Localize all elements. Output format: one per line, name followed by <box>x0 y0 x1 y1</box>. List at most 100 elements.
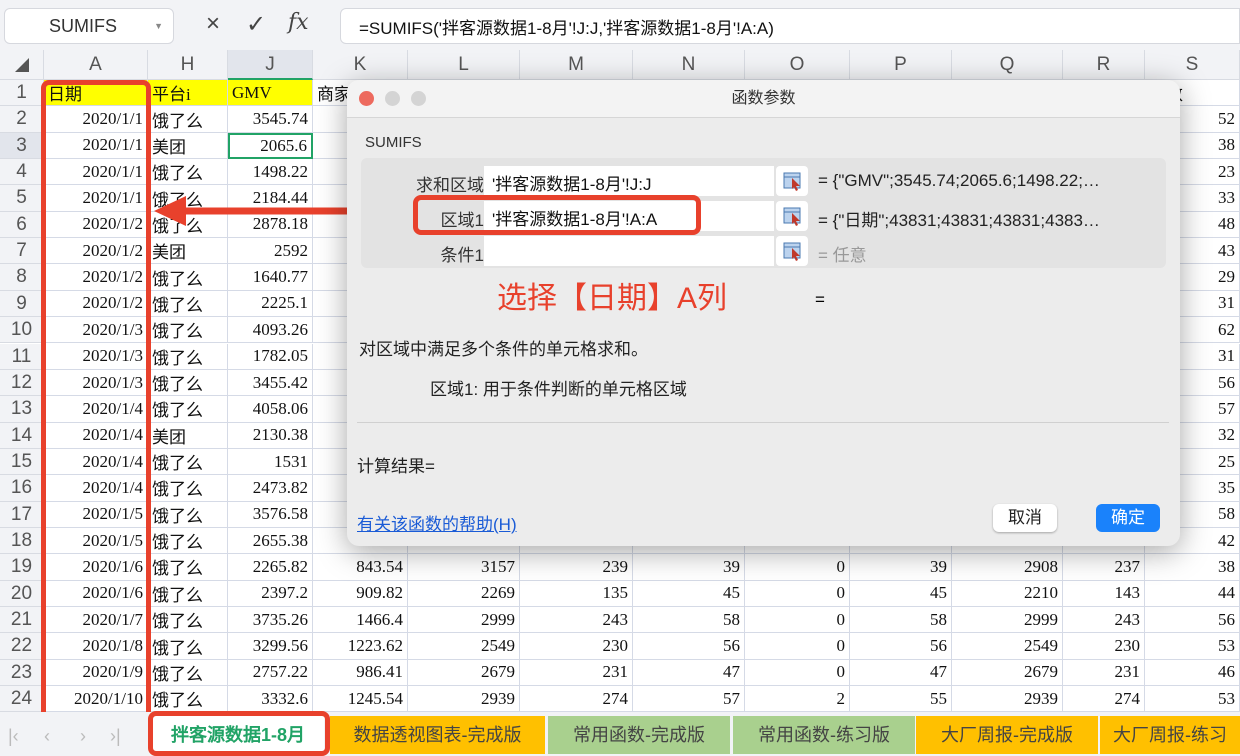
cell-K24[interactable]: 1245.54 <box>313 686 408 713</box>
cell-R20[interactable]: 143 <box>1063 580 1145 607</box>
cell-P22[interactable]: 56 <box>850 633 952 660</box>
cell-N20[interactable]: 45 <box>633 580 745 607</box>
cell-L19[interactable]: 3157 <box>408 554 520 581</box>
column-header-R[interactable]: R <box>1063 50 1145 80</box>
next-sheet-icon[interactable]: › <box>80 726 86 746</box>
cell-L24[interactable]: 2939 <box>408 686 520 713</box>
cell-J15[interactable]: 1531 <box>228 448 313 476</box>
cell-H12[interactable]: 饿了么 <box>148 369 228 397</box>
cell-K22[interactable]: 1223.62 <box>313 633 408 660</box>
sheet-tab[interactable]: 常用函数-练习版 <box>733 716 915 754</box>
cell-H2[interactable]: 饿了么 <box>148 106 228 133</box>
sheet-tab[interactable]: 大厂周报-练习 <box>1100 716 1240 754</box>
cell-J23[interactable]: 2757.22 <box>228 659 313 687</box>
cell-H9[interactable]: 饿了么 <box>148 290 228 318</box>
zoom-button[interactable] <box>411 91 426 106</box>
row-header-12[interactable]: 12 <box>0 369 44 397</box>
range-picker-icon[interactable] <box>776 201 808 231</box>
column-header-N[interactable]: N <box>633 50 745 80</box>
cell-Q21[interactable]: 2999 <box>952 607 1063 634</box>
cell-H20[interactable]: 饿了么 <box>148 580 228 607</box>
select-all-button[interactable] <box>0 50 44 80</box>
row-header-9[interactable]: 9 <box>0 290 44 318</box>
row-header-5[interactable]: 5 <box>0 185 44 212</box>
cell-J17[interactable]: 3576.58 <box>228 501 313 528</box>
cell-H13[interactable]: 饿了么 <box>148 396 228 423</box>
cell-L22[interactable]: 2549 <box>408 633 520 660</box>
cell-S20[interactable]: 44 <box>1145 580 1240 607</box>
cell-R19[interactable]: 237 <box>1063 554 1145 581</box>
chevron-down-icon[interactable]: ▼ <box>154 21 163 31</box>
cell-Q19[interactable]: 2908 <box>952 554 1063 581</box>
row-header-11[interactable]: 11 <box>0 343 44 370</box>
sheet-tab[interactable]: 拌客源数据1-8月 <box>152 716 324 754</box>
column-header-O[interactable]: O <box>745 50 850 80</box>
argument-input[interactable] <box>484 236 774 266</box>
cell-J8[interactable]: 1640.77 <box>228 264 313 291</box>
cell-J13[interactable]: 4058.06 <box>228 396 313 423</box>
cell-J7[interactable]: 2592 <box>228 238 313 265</box>
cell-S24[interactable]: 53 <box>1145 686 1240 713</box>
row-header-19[interactable]: 19 <box>0 554 44 581</box>
cell-H7[interactable]: 美团 <box>148 238 228 265</box>
cell-H10[interactable]: 饿了么 <box>148 317 228 344</box>
cell-O23[interactable]: 0 <box>745 659 850 687</box>
cell-L21[interactable]: 2999 <box>408 607 520 634</box>
cell-J2[interactable]: 3545.74 <box>228 106 313 133</box>
prev-sheet-icon[interactable]: ‹ <box>44 726 50 746</box>
cell-M20[interactable]: 135 <box>520 580 633 607</box>
row-header-16[interactable]: 16 <box>0 475 44 502</box>
cell-H4[interactable]: 饿了么 <box>148 159 228 186</box>
column-header-H[interactable]: H <box>148 50 228 80</box>
cell-L23[interactable]: 2679 <box>408 659 520 687</box>
row-header-23[interactable]: 23 <box>0 659 44 687</box>
cell-R24[interactable]: 274 <box>1063 686 1145 713</box>
cell-J6[interactable]: 2878.18 <box>228 211 313 239</box>
cell-H19[interactable]: 饿了么 <box>148 554 228 581</box>
first-sheet-icon[interactable]: |‹ <box>8 726 19 746</box>
cell-S22[interactable]: 53 <box>1145 633 1240 660</box>
cell-P23[interactable]: 47 <box>850 659 952 687</box>
cancel-button[interactable]: 取消 <box>993 504 1057 532</box>
cell-J11[interactable]: 1782.05 <box>228 343 313 370</box>
cell-M22[interactable]: 230 <box>520 633 633 660</box>
row-header-14[interactable]: 14 <box>0 422 44 449</box>
cell-K23[interactable]: 986.41 <box>313 659 408 687</box>
cell-J10[interactable]: 4093.26 <box>228 317 313 344</box>
column-header-S[interactable]: S <box>1145 50 1240 80</box>
cell-H16[interactable]: 饿了么 <box>148 475 228 502</box>
cell-Q22[interactable]: 2549 <box>952 633 1063 660</box>
column-header-P[interactable]: P <box>850 50 952 80</box>
close-button[interactable] <box>359 91 374 106</box>
column-header-J[interactable]: J <box>228 50 313 80</box>
row-header-1[interactable]: 1 <box>0 80 44 107</box>
cell-M23[interactable]: 231 <box>520 659 633 687</box>
column-header-Q[interactable]: Q <box>952 50 1063 80</box>
minimize-button[interactable] <box>385 91 400 106</box>
row-header-18[interactable]: 18 <box>0 527 44 555</box>
cell-N23[interactable]: 47 <box>633 659 745 687</box>
argument-input[interactable]: '拌客源数据1-8月'!A:A <box>484 201 774 231</box>
cell-H3[interactable]: 美团 <box>148 132 228 160</box>
cell-J4[interactable]: 1498.22 <box>228 159 313 186</box>
cell-P19[interactable]: 39 <box>850 554 952 581</box>
cell-Q20[interactable]: 2210 <box>952 580 1063 607</box>
row-header-15[interactable]: 15 <box>0 448 44 476</box>
cell-J14[interactable]: 2130.38 <box>228 422 313 449</box>
cell-L20[interactable]: 2269 <box>408 580 520 607</box>
cell-J3[interactable]: 2065.6 <box>228 132 313 160</box>
cell-S23[interactable]: 46 <box>1145 659 1240 687</box>
sheet-tab[interactable]: 数据透视图表-完成版 <box>330 716 545 754</box>
cell-H23[interactable]: 饿了么 <box>148 659 228 687</box>
cell-P20[interactable]: 45 <box>850 580 952 607</box>
confirm-icon[interactable]: ✓ <box>246 11 267 38</box>
cell-J21[interactable]: 3735.26 <box>228 607 313 634</box>
cell-M19[interactable]: 239 <box>520 554 633 581</box>
sheet-tab[interactable]: 大厂周报-完成版 <box>916 716 1098 754</box>
cell-H24[interactable]: 饿了么 <box>148 686 228 713</box>
column-header-K[interactable]: K <box>313 50 408 80</box>
row-header-7[interactable]: 7 <box>0 238 44 265</box>
cell-O22[interactable]: 0 <box>745 633 850 660</box>
cell-O19[interactable]: 0 <box>745 554 850 581</box>
cell-S21[interactable]: 56 <box>1145 607 1240 634</box>
